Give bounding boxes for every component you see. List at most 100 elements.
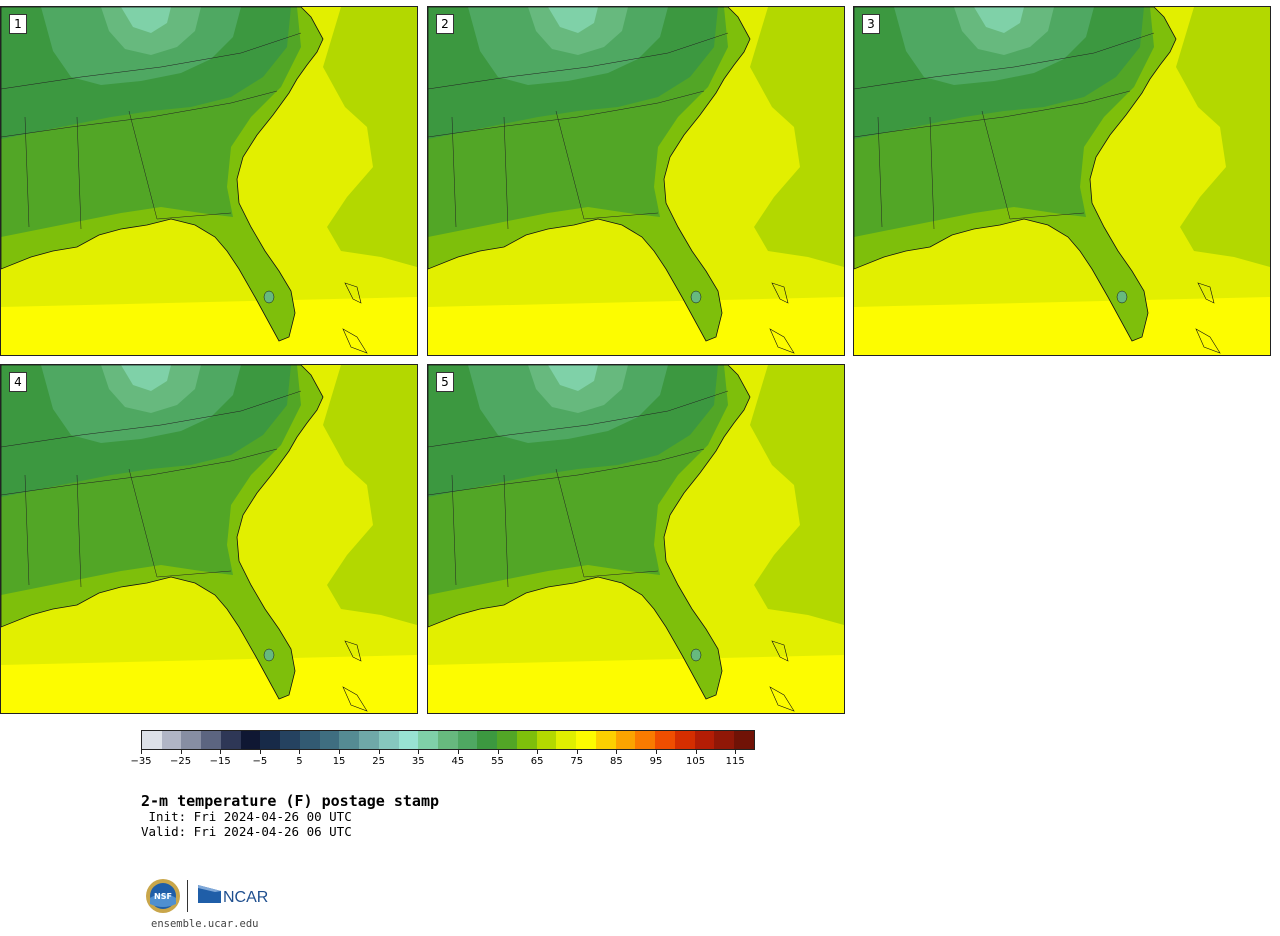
colorbar-tick-label: 105 (686, 756, 706, 767)
colorbar-swatch (418, 731, 439, 749)
colorbar-tick (418, 750, 420, 754)
island-outline (769, 686, 795, 712)
colorbar-swatch (142, 731, 162, 749)
temperature-map (854, 7, 1270, 355)
logo-divider (187, 880, 188, 912)
colorbar-tick (655, 750, 657, 754)
island-outline (344, 640, 362, 662)
colorbar-swatch (477, 731, 498, 749)
colorbar-tick-label: 85 (609, 756, 623, 767)
colorbar-swatch (240, 731, 261, 749)
ensemble-member-map-4: 4 (0, 364, 418, 714)
coastline (1, 7, 324, 342)
state-border (428, 448, 705, 496)
atlantic-cooler-region (1176, 7, 1270, 267)
init-time: Init: Fri 2024-04-26 00 UTC (141, 809, 352, 824)
site-url: ensemble.ucar.edu (151, 918, 259, 930)
state-border (854, 32, 1155, 90)
state-border (76, 116, 82, 230)
colorbar-swatch (516, 731, 537, 749)
state-border (1, 90, 278, 138)
colorbar-tick (457, 750, 459, 754)
colorbar-swatch (556, 731, 577, 749)
colorbar-swatch (378, 731, 399, 749)
colorbar-swatch (615, 731, 636, 749)
colorbar-tick (695, 750, 697, 754)
nsf-logo-icon: NSF (146, 879, 180, 913)
temperature-colorbar (141, 730, 755, 750)
colorbar-swatch (398, 731, 419, 749)
state-border (428, 90, 705, 138)
colorbar-swatch (536, 731, 557, 749)
colorbar-ticks: −35 −25 −15 −5 5 15 25 35 45 55 65 75 85 95 105 115 (130, 750, 755, 772)
colorbar-tick-label: 15 (332, 756, 346, 767)
colorbar-swatch (714, 731, 735, 749)
colorbar-tick-label: 95 (649, 756, 663, 767)
warm-gulf-region (1, 655, 417, 713)
state-border (451, 116, 457, 228)
colorbar-tick-label: −5 (252, 756, 268, 767)
lake-okeechobee (1116, 290, 1128, 304)
state-border (583, 212, 659, 220)
colorbar-tick-label: 115 (725, 756, 745, 767)
ncar-logo-icon: NCAR (198, 885, 268, 905)
state-border (24, 116, 30, 228)
svg-text:NCAR: NCAR (223, 889, 268, 905)
colorbar-swatch (595, 731, 616, 749)
colorbar-swatch (734, 731, 754, 749)
state-border (1, 390, 302, 448)
state-border (981, 110, 1011, 220)
state-border (503, 116, 509, 230)
temperature-map (428, 365, 844, 713)
warm-gulf-region (428, 655, 844, 713)
coastline (1, 365, 324, 700)
valid-time: Valid: Fri 2024-04-26 06 UTC (141, 824, 352, 839)
state-border (877, 116, 883, 228)
colorbar-swatch (497, 731, 517, 749)
lake-okeechobee (263, 290, 275, 304)
colorbar-tick (299, 750, 301, 754)
colorbar-swatch (201, 731, 221, 749)
member-number-label: 3 (862, 14, 880, 34)
high-peak-region (121, 7, 171, 33)
island-outline (769, 328, 795, 354)
island-outline (1195, 328, 1221, 354)
colorbar-tick-label: 5 (296, 756, 303, 767)
svg-text:NSF: NSF (154, 892, 172, 901)
colorbar-tick (576, 750, 578, 754)
temperature-map (428, 7, 844, 355)
island-outline (771, 282, 789, 304)
colorbar-swatch (457, 731, 478, 749)
member-number-label: 1 (9, 14, 27, 34)
warm-gulf-region (1, 297, 417, 355)
colorbar-tick-label: 45 (451, 756, 465, 767)
coastline (854, 7, 1177, 342)
ensemble-member-map-1: 1 (0, 6, 418, 356)
colorbar-tick (220, 750, 222, 754)
state-border (503, 474, 509, 588)
colorbar-swatch (438, 731, 458, 749)
colorbar-swatch (319, 731, 340, 749)
colorbar-tick-label: −25 (170, 756, 192, 767)
state-border (854, 90, 1131, 138)
colorbar-tick-label: 35 (411, 756, 425, 767)
colorbar-tick (259, 750, 261, 754)
colorbar-swatch (280, 731, 300, 749)
state-border (128, 110, 158, 220)
state-border (583, 570, 659, 578)
colorbar-swatch (220, 731, 241, 749)
state-border (428, 32, 729, 90)
state-border (929, 116, 935, 230)
island-outline (344, 282, 362, 304)
state-border (451, 474, 457, 586)
high-peak-region (974, 7, 1024, 33)
atlantic-cooler-region (323, 365, 417, 625)
colorbar-tick-label: 25 (372, 756, 386, 767)
colorbar-tick-label: 65 (530, 756, 544, 767)
state-border (555, 468, 585, 578)
colorbar-tick (339, 750, 341, 754)
chart-title: 2-m temperature (F) postage stamp (141, 792, 440, 810)
island-outline (771, 640, 789, 662)
colorbar-swatch (576, 731, 596, 749)
colorbar-tick (616, 750, 618, 754)
